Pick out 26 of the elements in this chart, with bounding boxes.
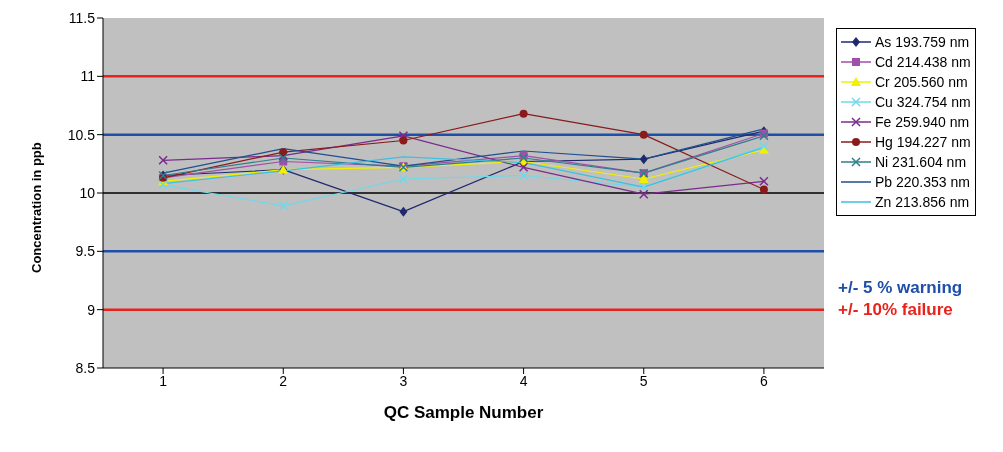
x-tick-label: 4 [519, 372, 528, 389]
x-tick-label: 1 [159, 372, 168, 389]
legend-label: Fe 259.940 nm [875, 114, 970, 130]
y-tick-label: 11.5 [68, 9, 96, 26]
y-tick-label: 9.5 [75, 243, 96, 260]
ref-line-label: +/- 5 % warning [838, 278, 963, 299]
legend-label: Pb 220.353 nm [875, 174, 970, 190]
legend-label: Ni 231.604 nm [875, 154, 967, 170]
legend-label: Cr 205.560 nm [875, 74, 968, 90]
legend-label: Hg 194.227 nm [875, 134, 971, 150]
legend-label: Cu 324.754 nm [875, 94, 971, 110]
y-axis-title: Concentration in ppb [28, 142, 44, 273]
y-tick-label: 10.5 [67, 126, 96, 143]
x-tick-label: 3 [399, 372, 408, 389]
legend-label: As 193.759 nm [875, 34, 970, 50]
legend-label: Zn 213.856 nm [875, 194, 970, 210]
y-tick-label: 10 [79, 184, 96, 201]
y-tick-label: 8.5 [75, 359, 96, 376]
y-tick-label: 11 [80, 68, 96, 85]
x-tick-label: 2 [279, 372, 288, 389]
y-tick-label: 9 [87, 301, 96, 318]
x-tick-label: 6 [760, 372, 769, 389]
ref-line-label: +/- 10% failure [838, 300, 954, 321]
x-axis-title: QC Sample Number [383, 403, 544, 422]
x-tick-label: 5 [639, 372, 648, 389]
legend-label: Cd 214.438 nm [875, 54, 971, 70]
